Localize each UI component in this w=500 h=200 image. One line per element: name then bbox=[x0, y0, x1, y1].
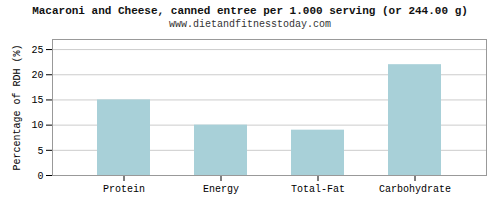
html-text:www.dietandfitnesstoday.com: www.dietandfitnesstoday.com bbox=[169, 19, 331, 30]
svg-text:10: 10 bbox=[31, 120, 43, 131]
html-text:Macaroni and Cheese, canned en: Macaroni and Cheese, canned entree per 1… bbox=[32, 5, 468, 17]
svg-text:5: 5 bbox=[37, 146, 43, 157]
svg-text:Carbohydrate: Carbohydrate bbox=[379, 184, 451, 195]
svg-text:15: 15 bbox=[31, 95, 43, 106]
svg-text:25: 25 bbox=[31, 45, 43, 56]
svg-text:Energy: Energy bbox=[203, 184, 239, 195]
svg-text:0: 0 bbox=[37, 171, 43, 182]
svg-text:Protein: Protein bbox=[103, 184, 145, 195]
svg-text:20: 20 bbox=[31, 70, 43, 81]
svg-text:Percentage of RDH (%): Percentage of RDH (%) bbox=[12, 44, 23, 170]
svg-text:Total-Fat: Total-Fat bbox=[291, 184, 345, 195]
